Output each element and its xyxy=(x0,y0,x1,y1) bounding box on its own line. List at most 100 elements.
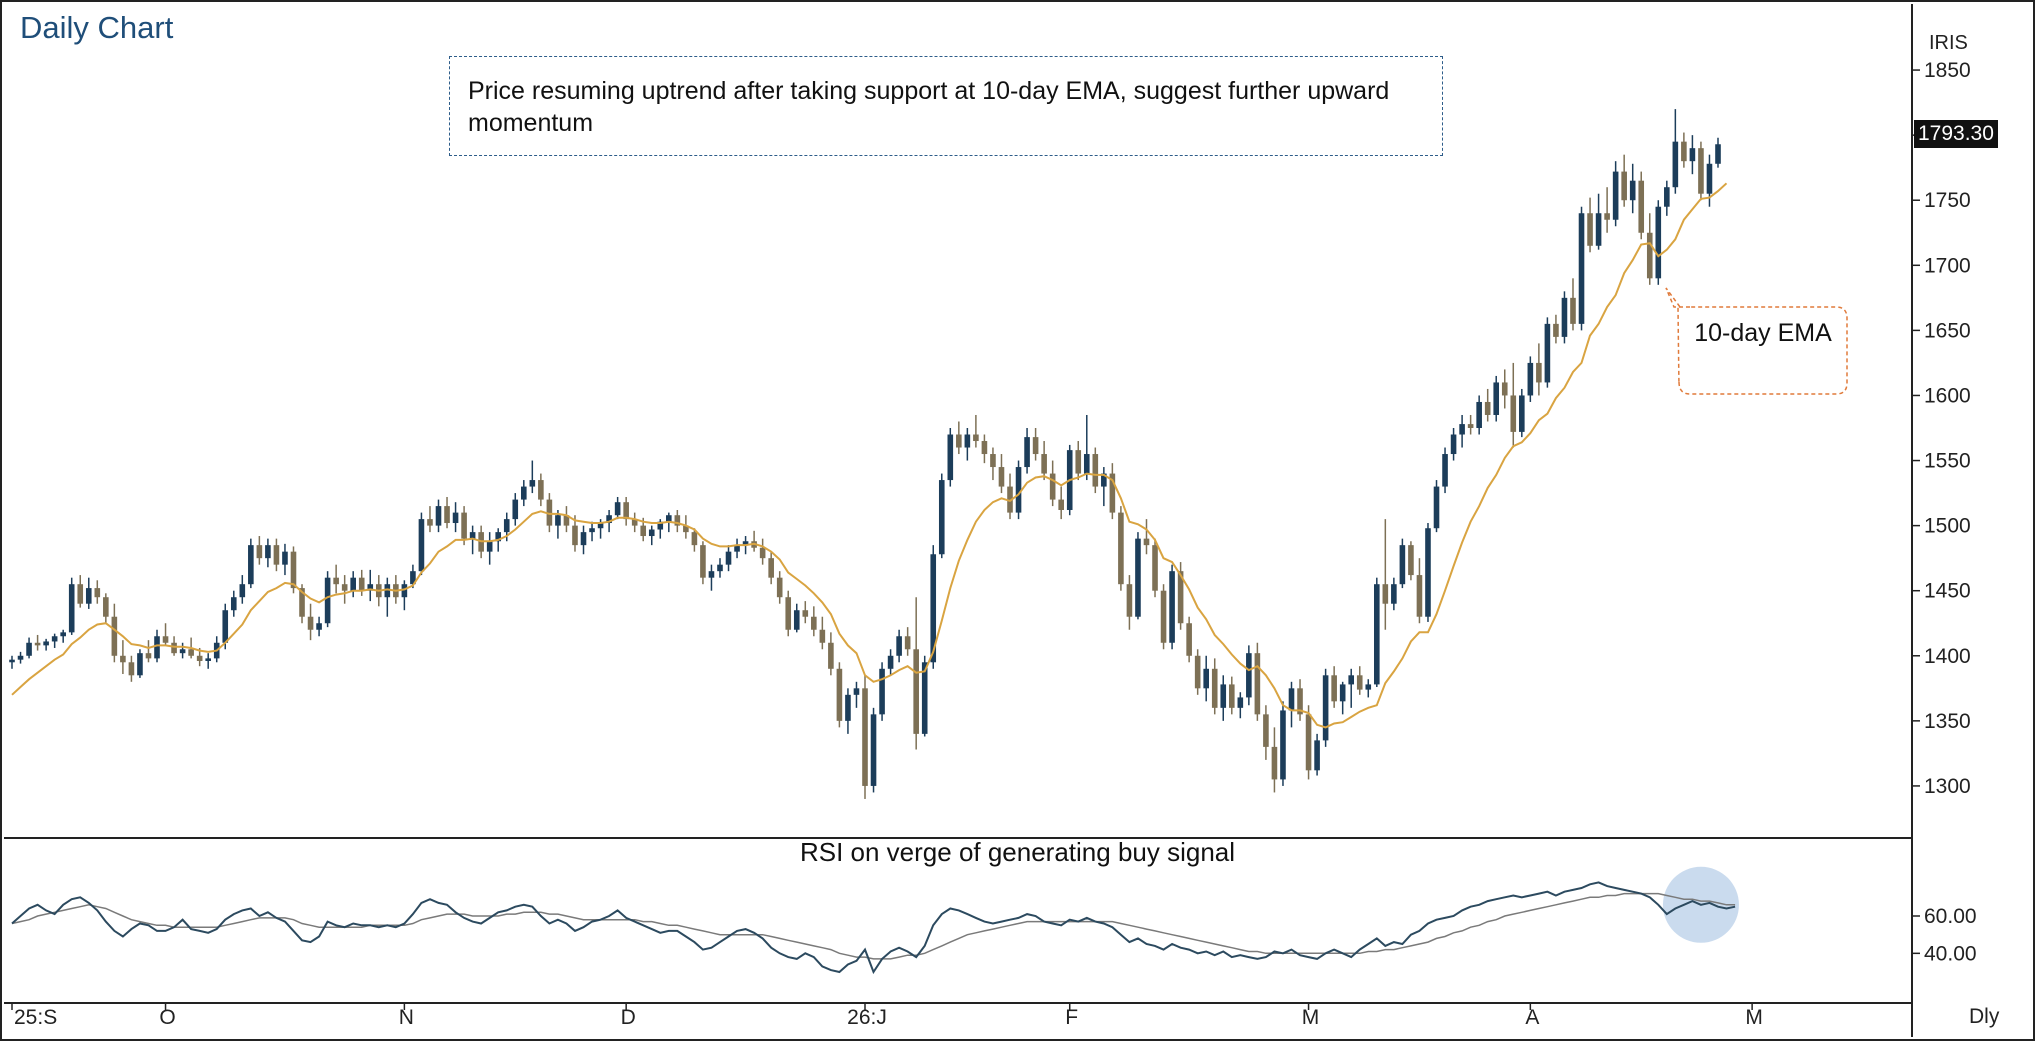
chart-title: Daily Chart xyxy=(20,10,174,45)
candle-body xyxy=(1544,323,1551,383)
candle-body xyxy=(410,571,416,585)
candle-body xyxy=(171,642,177,654)
candle-body xyxy=(256,545,263,559)
candle-body xyxy=(1015,467,1022,513)
candle-body xyxy=(1664,187,1670,207)
candle-body xyxy=(188,649,194,656)
candle-body xyxy=(1314,740,1320,771)
candle-body xyxy=(555,515,561,526)
candle-body xyxy=(1536,362,1542,383)
annotation-box: Price resuming uptrend after taking supp… xyxy=(449,56,1443,156)
candle-body xyxy=(486,541,493,552)
candle-body xyxy=(512,499,519,520)
candle-body xyxy=(1101,473,1107,487)
candle-body xyxy=(1570,297,1576,324)
candle-body xyxy=(282,551,288,565)
candle-body xyxy=(938,480,945,555)
candle-body xyxy=(1160,590,1167,643)
candle-body xyxy=(427,519,433,526)
candle-body xyxy=(793,610,800,630)
candle-body xyxy=(1186,623,1192,656)
price-tick-label: 1300 xyxy=(1924,775,1971,798)
candle-body xyxy=(273,545,280,565)
candle-body xyxy=(68,584,75,633)
rsi-signal-line xyxy=(11,892,1736,960)
candle-body xyxy=(1399,545,1406,585)
candle-body xyxy=(1254,653,1261,715)
candle-body xyxy=(418,519,425,572)
candle-body xyxy=(964,434,971,448)
candle-body xyxy=(956,434,962,448)
candle-body xyxy=(1442,454,1448,487)
candle-body xyxy=(384,584,391,598)
candle-body xyxy=(1024,437,1030,468)
candle-body xyxy=(1049,473,1056,500)
candle-body xyxy=(742,541,749,546)
candle-body xyxy=(1135,538,1141,617)
candle-body xyxy=(828,642,834,669)
candle-body xyxy=(60,632,66,637)
candle-body xyxy=(631,519,638,526)
candle-body xyxy=(469,532,476,539)
candle-body xyxy=(128,662,135,676)
candle-body xyxy=(580,532,587,546)
candle-body xyxy=(734,545,740,552)
candle-body xyxy=(1297,688,1303,715)
candle-body xyxy=(998,467,1005,487)
candle-body xyxy=(879,668,885,715)
ema-line xyxy=(11,182,1728,729)
candle-body xyxy=(1655,206,1662,279)
candle-body xyxy=(1348,675,1355,685)
time-tick-label: M xyxy=(1302,1006,1320,1029)
candle-body xyxy=(759,547,766,559)
candle-body xyxy=(120,655,126,663)
candle-body xyxy=(1322,675,1329,741)
candle-body xyxy=(34,642,41,646)
price-tick-label: 1700 xyxy=(1924,254,1971,277)
candle-body xyxy=(1177,571,1184,624)
price-tick-label: 1400 xyxy=(1924,645,1971,668)
candle-body xyxy=(1169,571,1175,643)
rsi-axis: 40.00 60.00 xyxy=(1912,905,1977,965)
candle-body xyxy=(785,597,792,630)
candle-body xyxy=(717,564,723,572)
candle-body xyxy=(666,515,672,522)
candle-body xyxy=(461,512,467,539)
candle-body xyxy=(1450,434,1457,455)
candle-body xyxy=(1595,213,1602,246)
candle-body xyxy=(819,629,826,643)
time-tick-label: 25:S xyxy=(14,1006,57,1029)
time-tick-label: O xyxy=(159,1006,175,1029)
candle-body xyxy=(1365,684,1372,690)
price-tick-label: 1550 xyxy=(1924,450,1971,473)
rsi-line xyxy=(11,881,1736,975)
candle-body xyxy=(452,512,459,524)
candle-body xyxy=(1305,714,1312,771)
candle-body xyxy=(845,694,851,721)
candle-body xyxy=(1408,545,1414,576)
time-tick-label: D xyxy=(621,1006,636,1029)
candle-body xyxy=(1263,714,1269,747)
candle-body xyxy=(179,649,186,654)
candle-body xyxy=(367,584,374,591)
candle-body xyxy=(981,441,988,455)
candle-body xyxy=(196,655,203,661)
candle-body xyxy=(1288,688,1295,711)
candle-body xyxy=(1578,213,1585,324)
candle-body xyxy=(137,653,143,676)
candle-body xyxy=(1476,401,1482,428)
candle-body xyxy=(674,515,681,526)
candle-body xyxy=(904,636,911,650)
candle-body xyxy=(862,688,868,786)
candle-body xyxy=(1237,697,1244,708)
price-tick-label: 1600 xyxy=(1924,384,1971,407)
candle-body xyxy=(495,532,502,542)
candle-body xyxy=(973,434,979,442)
candle-body xyxy=(896,636,902,656)
candle-body xyxy=(990,454,996,468)
candle-body xyxy=(239,584,246,598)
candle-body xyxy=(1092,454,1099,487)
candle-body xyxy=(921,662,928,734)
candle-body xyxy=(299,588,305,617)
candle-body xyxy=(162,636,169,643)
